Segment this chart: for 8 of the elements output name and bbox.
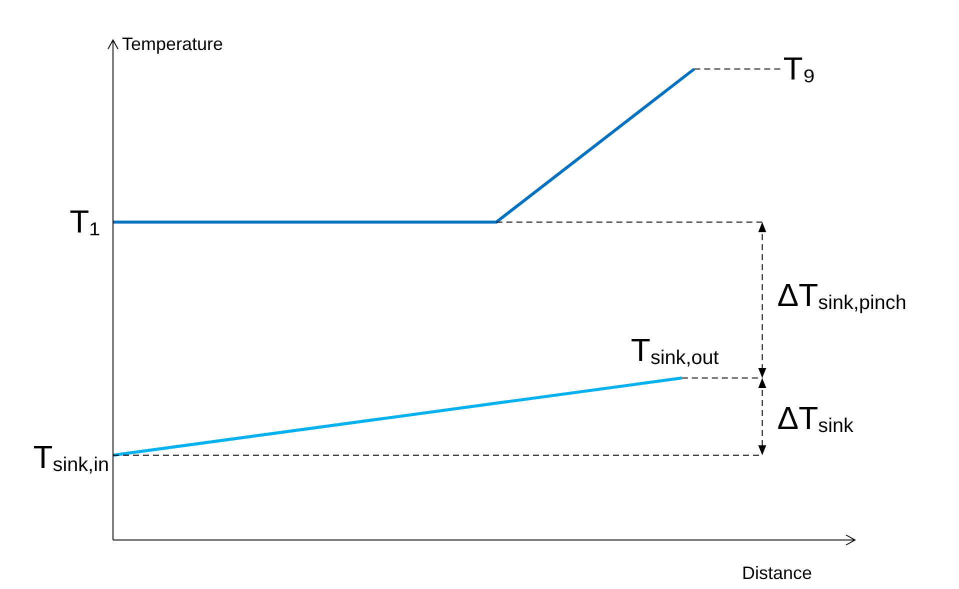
annotation: ΔT$_{sink}$ (777, 400, 854, 438)
y-axis-title: Temperature (122, 34, 224, 55)
annotation: T$_{sink,out}$ (630, 332, 719, 370)
annotation: T₉ (783, 50, 816, 88)
x-axis-title: Distance (742, 563, 812, 584)
text: T₁ (70, 204, 100, 241)
annotation: ΔT$_{sink,pinch}$ (777, 277, 906, 315)
text: T$_{sink,in}$ (33, 439, 109, 478)
